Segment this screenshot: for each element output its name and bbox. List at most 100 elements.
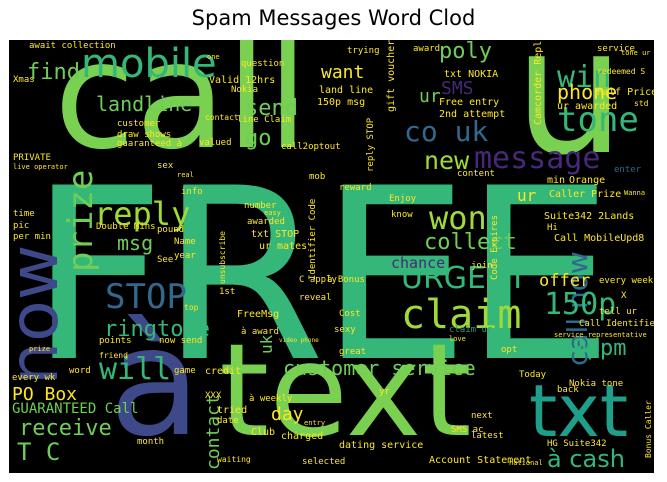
word-draw-shows: draw shows [117, 130, 172, 140]
word-identifier-code: Identifier Code [308, 198, 318, 280]
word-valid-12hrs: Valid 12hrs [209, 75, 276, 86]
word-a-award: à award [241, 327, 279, 337]
word-claim-ur: claim ur [449, 325, 493, 335]
word-co-uk: co uk [404, 115, 489, 148]
word-suite342-2lands: Suite342 2Lands [544, 211, 635, 222]
word-collect: collect [424, 230, 517, 255]
word-points: points [99, 336, 132, 346]
word-receive: receive [19, 416, 112, 441]
word-valued: valued [199, 138, 232, 148]
word-customer-service: customer service [283, 356, 476, 380]
word-guaranteed-a: guaranteed à [117, 139, 183, 149]
word-see: See [157, 255, 174, 265]
word-bonus-caller: Bonus Caller [644, 400, 653, 458]
word-year: year [174, 251, 196, 261]
word-great: great [339, 347, 367, 357]
word-reply-stop: reply STOP [366, 117, 376, 172]
word-call: call [54, 40, 309, 182]
word-yr: yr [379, 387, 390, 397]
word-day: day [271, 404, 304, 425]
word-friend: friend [99, 351, 128, 360]
word-cloud: FREE call u text à now txt mobile prize … [9, 40, 654, 473]
word-mob: mob [309, 172, 326, 182]
word-reveal: reveal [299, 293, 332, 303]
word-want: want [321, 62, 365, 83]
word-ringtone: ringtone [104, 317, 210, 342]
word-service-representative: service representative [554, 331, 647, 339]
word-sms-ac: SMS ac [451, 425, 484, 435]
word-real: real [177, 171, 194, 179]
word-freemsg: FreeMsg [237, 309, 280, 320]
word-call-mobileupd8: Call MobileUpd8 [554, 233, 645, 244]
word-ur2: ur [517, 186, 537, 205]
word-hg-suite342: HG Suite342 [547, 439, 607, 449]
word-phone: phone [557, 80, 618, 104]
word-tone: tone [557, 100, 639, 140]
word-club: Club [251, 427, 276, 438]
word-po-box: PO Box [12, 384, 78, 405]
word-nokia-tone: Nokia tone [569, 379, 624, 389]
word-free-entry: Free entry [439, 97, 500, 108]
word-call2optout: call2optout [281, 142, 341, 152]
word-go: go [245, 126, 272, 151]
word-tried: tried [217, 405, 248, 416]
word-word: word [69, 366, 91, 376]
word-msg: msg [117, 231, 154, 255]
word-xxx: XXX [205, 391, 222, 401]
word-send: send [245, 96, 298, 121]
word-private: PRIVATE [13, 153, 51, 163]
word-pound: pound [157, 225, 185, 235]
word-stop: STOP [105, 277, 187, 317]
word-gift-voucher: gift voucher [386, 40, 397, 112]
word-will: will [99, 352, 172, 387]
word-contact2: contact [205, 113, 239, 122]
word-win: win [557, 60, 612, 95]
word-prize2: prize [29, 345, 51, 353]
word-customer: customer [117, 119, 161, 129]
word-trying: trying [347, 46, 380, 56]
word-txt: txt [529, 369, 629, 453]
word-land-line: land line [319, 85, 374, 96]
word-ur-mates: ur mates [259, 241, 308, 252]
word-month: month [137, 437, 165, 447]
word-ur-awarded: ur awarded [557, 101, 618, 112]
word-std: std [634, 99, 649, 108]
chart-title: Spam Messages Word Clod [191, 6, 476, 30]
word-find: find [27, 60, 80, 85]
word-content: content [457, 169, 495, 179]
word-reply: reply [94, 195, 191, 233]
word-offer: offer [539, 271, 591, 291]
word-a-cash: à cash [547, 445, 625, 473]
word-enter: enter [614, 165, 642, 175]
word-one: one [207, 53, 220, 61]
word-number: number [244, 201, 277, 211]
word-new: new [424, 146, 470, 175]
word-every-wk: every wk [12, 373, 56, 383]
word-live-operator: live operator [13, 163, 68, 171]
word-line-claim: line Claim [237, 115, 292, 125]
word-opt: opt [501, 345, 518, 355]
word-150ppm: 150ppm [547, 336, 627, 361]
word-code-expires: Code Expires [490, 214, 500, 280]
word-sex: sex [157, 161, 174, 171]
word-reward: reward [339, 183, 372, 193]
word-half-price: Half Price [597, 87, 654, 98]
word-mobile: mobile [81, 41, 217, 87]
word-won: won [429, 199, 487, 237]
word-charged: charged [281, 431, 324, 442]
word-wanna: Wanna [624, 189, 646, 197]
word-1st: 1st [219, 287, 236, 297]
word-sms: SMS [441, 78, 474, 99]
word-time: time [13, 209, 35, 219]
word-t-c: T C [17, 438, 61, 466]
word-await-collection: await collection [29, 41, 116, 51]
word-entry: entry [304, 419, 326, 427]
word-date: date [217, 416, 239, 426]
word-back: back [557, 385, 579, 395]
word-urgent: URGENT [401, 261, 527, 296]
word-txt-nokia: txt NOKIA [444, 69, 499, 80]
word-nokia: Nokia [231, 85, 259, 95]
word-question: question [241, 59, 285, 69]
word-easy: easy [264, 209, 281, 217]
word-sexy: sexy [334, 325, 356, 335]
